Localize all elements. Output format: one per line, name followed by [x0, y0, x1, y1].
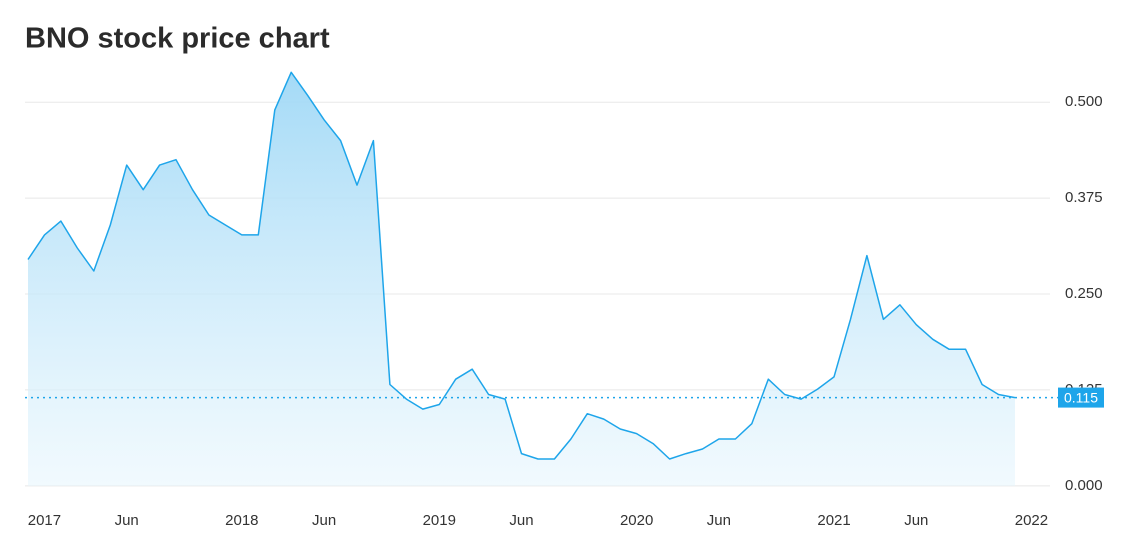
x-tick-label: Jun — [312, 512, 336, 529]
price-line — [27, 71, 1016, 460]
area — [28, 72, 1015, 486]
y-tick-label: 0.250 — [1065, 285, 1103, 302]
x-tick-label: 2022 — [1015, 512, 1048, 529]
y-tick-label: 0.000 — [1065, 477, 1103, 494]
x-tick-label: 2021 — [817, 512, 850, 529]
last-price-box — [1058, 387, 1104, 408]
x-tick-label: Jun — [509, 512, 533, 529]
x-tick-label: 2018 — [225, 512, 258, 529]
x-tick-label: Jun — [904, 512, 928, 529]
x-tick-label: Jun — [115, 512, 139, 529]
x-tick-label: Jun — [707, 512, 731, 529]
chart-title: BNO stock price chart — [25, 23, 330, 55]
y-tick-label: 0.500 — [1065, 93, 1103, 110]
last-price-label: 0.115 — [1064, 389, 1098, 405]
y-tick-label: 0.375 — [1065, 189, 1103, 206]
x-tick-label: 2017 — [28, 512, 61, 529]
x-tick-label: 2019 — [423, 512, 456, 529]
x-tick-label: 2020 — [620, 512, 653, 529]
